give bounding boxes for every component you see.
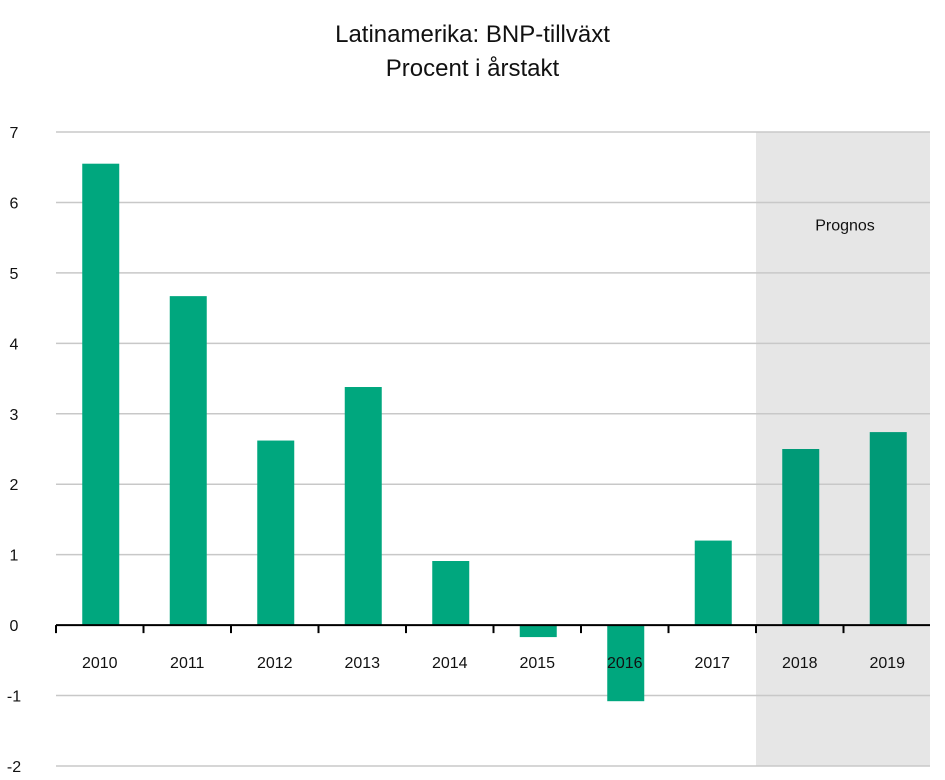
y-tick-label: -2 [7,759,21,776]
x-tick-label: 2011 [170,655,205,672]
x-tick-label: 2013 [344,655,380,672]
x-tick-label: 2010 [82,655,118,672]
x-tick-label: 2016 [607,655,643,672]
bar-2011 [169,296,207,626]
y-axis-labels: -2 -1 0 1 2 3 4 5 6 7 [7,125,21,776]
bar-2010 [82,163,120,626]
bar-2017 [694,540,732,626]
forecast-label: Prognos [815,218,875,235]
bars [82,163,907,702]
y-tick-label: -1 [7,689,21,706]
y-tick-label: 0 [10,618,19,635]
y-tick-label: 7 [10,125,19,142]
x-tick-label: 2019 [869,655,905,672]
x-tick-label: 2014 [432,655,468,672]
y-tick-label: 3 [10,407,19,424]
chart-title-block: Latinamerika: BNP-tillväxt Procent i års… [0,18,945,86]
bar-2016 [607,625,645,702]
x-tick-label: 2018 [782,655,818,672]
y-tick-label: 2 [10,477,19,494]
x-axis [55,624,930,634]
x-tick-label: 2017 [694,655,730,672]
bar-2018 [782,449,820,626]
x-tick-label: 2015 [519,655,555,672]
bar-2015 [519,625,557,638]
bar-2019 [869,432,907,626]
y-tick-label: 1 [10,548,19,565]
x-tick-label: 2012 [257,655,293,672]
bar-2013 [344,387,382,626]
chart-title: Latinamerika: BNP-tillväxt [335,21,610,48]
bar-2012 [257,440,295,626]
y-tick-label: 6 [10,195,19,212]
y-tick-label: 5 [10,266,19,283]
bar-2014 [432,561,470,626]
y-tick-label: 4 [10,336,19,353]
chart-subtitle: Procent i årstakt [385,55,560,82]
x-axis-labels: 2010 2011 2012 2013 2014 2015 2016 2017 2018 2019 [82,655,905,672]
